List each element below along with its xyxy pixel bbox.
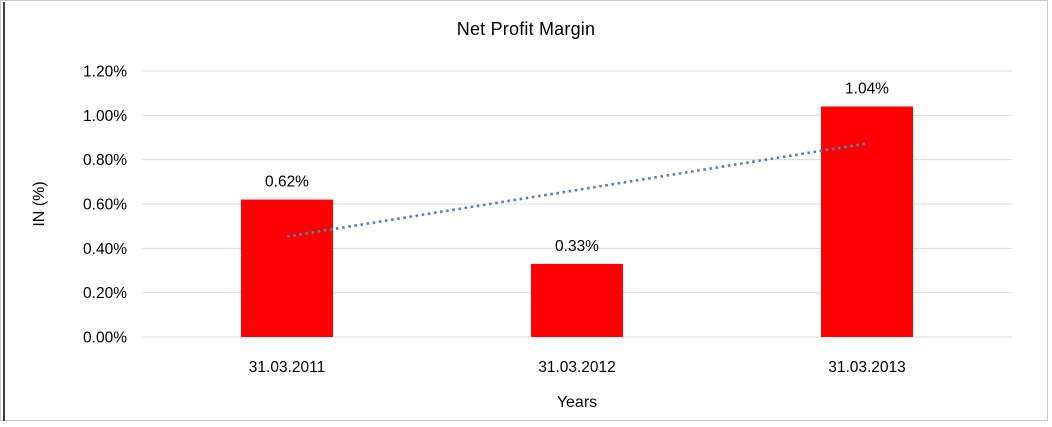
- bar-value-label: 0.62%: [265, 174, 309, 191]
- chart-title: Net Profit Margin: [456, 19, 596, 39]
- y-tick-label: 0.20%: [83, 285, 127, 302]
- x-axis-title: Years: [556, 394, 598, 411]
- y-tick-label: 1.00%: [83, 108, 127, 125]
- y-tick-label: 0.00%: [83, 330, 127, 347]
- x-tick-label: 31.03.2012: [538, 359, 616, 376]
- bar: [531, 263, 623, 337]
- y-tick-label: 0.40%: [83, 241, 127, 258]
- bar-value-label: 1.04%: [845, 80, 889, 97]
- y-tick-label: 1.20%: [83, 64, 127, 81]
- left-edge-rule: [3, 2, 5, 421]
- x-tick-label: 31.03.2013: [828, 359, 906, 376]
- bar: [821, 106, 913, 337]
- bar-value-label: 0.33%: [555, 238, 599, 255]
- x-tick-label: 31.03.2011: [249, 359, 325, 376]
- y-tick-label: 0.60%: [83, 197, 127, 214]
- bar: [241, 199, 333, 337]
- trendline: [286, 142, 868, 238]
- y-tick-label: 0.80%: [83, 152, 127, 169]
